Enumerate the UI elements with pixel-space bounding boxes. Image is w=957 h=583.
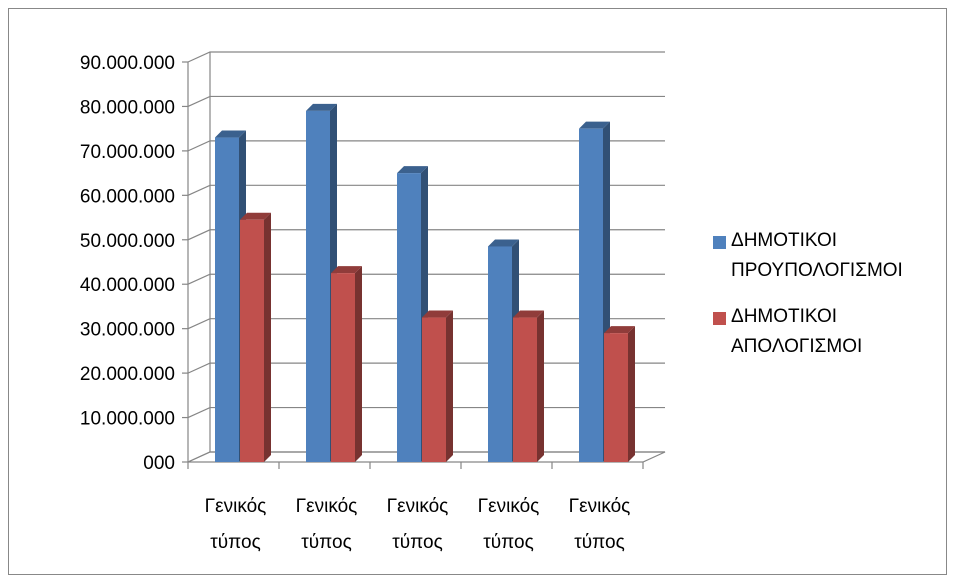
legend-item-budgets: ΔΗΜΟΤΙΚΟΙ ΠΡΟΥΠΟΛΟΓΙΣΜΟΙ xyxy=(713,230,953,286)
gridline xyxy=(187,95,665,107)
y-tick-label: 50.000.000 xyxy=(80,231,175,252)
y-axis-ticks: 000 10.000.000 20.000.000 30.000.000 40.000.… xyxy=(80,53,188,474)
y-tick-label: 80.000.000 xyxy=(80,97,175,118)
bars xyxy=(215,103,635,463)
gridline xyxy=(187,51,665,63)
legend-swatch-accounts xyxy=(713,312,726,325)
bar-accounts-1 xyxy=(240,212,271,462)
bar-accounts-3 xyxy=(422,310,453,462)
x-axis-ticks: Γενικός τύπος Γενικός τύπος Γενικός τύπος Γενι… xyxy=(187,462,644,553)
x-tick-label: Γενικός τύπος xyxy=(478,496,540,553)
y-tick-label: 10.000.000 xyxy=(80,409,175,430)
gridline xyxy=(187,229,665,241)
y-tick-label: 70.000.000 xyxy=(80,142,175,163)
legend-swatch-budgets xyxy=(713,236,726,249)
bar-budgets-3 xyxy=(397,166,428,462)
y-tick-label: 20.000.000 xyxy=(80,364,175,385)
bar-accounts-5 xyxy=(604,326,635,462)
bar-accounts-2 xyxy=(331,266,362,462)
legend-label-accounts: ΔΗΜΟΤΙΚΟΙ ΑΠΟΛΟΓΙΣΜΟΙ xyxy=(731,306,863,357)
x-tick-label: Γενικός τύπος xyxy=(296,496,358,553)
x-tick-label: Γενικός τύπος xyxy=(205,496,267,553)
y-tick-label: 90.000.000 xyxy=(80,53,175,74)
y-tick-label: 000 xyxy=(143,453,175,474)
y-tick-label: 40.000.000 xyxy=(80,275,175,296)
legend-item-accounts: ΔΗΜΟΤΙΚΟΙ ΑΠΟΛΟΓΙΣΜΟΙ xyxy=(713,306,953,362)
gridline xyxy=(187,140,665,152)
y-tick-label: 30.000.000 xyxy=(80,320,175,341)
legend: ΔΗΜΟΤΙΚΟΙ ΠΡΟΥΠΟΛΟΓΙΣΜΟΙ ΔΗΜΟΤΙΚΟΙ ΑΠΟΛΟ… xyxy=(713,230,953,382)
legend-label-budgets: ΔΗΜΟΤΙΚΟΙ ΠΡΟΥΠΟΛΟΓΙΣΜΟΙ xyxy=(731,230,903,281)
chart-frame xyxy=(8,8,947,575)
x-tick-label: Γενικός τύπος xyxy=(387,496,449,553)
bar-accounts-4 xyxy=(513,310,544,462)
bar-budgets-5 xyxy=(579,121,610,463)
x-tick-label: Γενικός τύπος xyxy=(569,496,631,553)
y-tick-label: 60.000.000 xyxy=(80,186,175,207)
gridline xyxy=(187,184,665,196)
